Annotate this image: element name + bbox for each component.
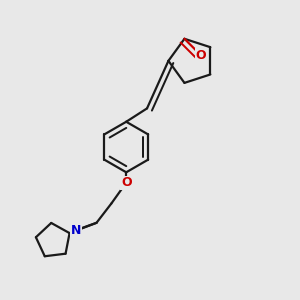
Text: O: O (121, 176, 131, 189)
Text: O: O (196, 49, 206, 62)
Text: N: N (70, 224, 81, 237)
Text: N: N (70, 224, 81, 237)
Text: O: O (121, 176, 131, 189)
